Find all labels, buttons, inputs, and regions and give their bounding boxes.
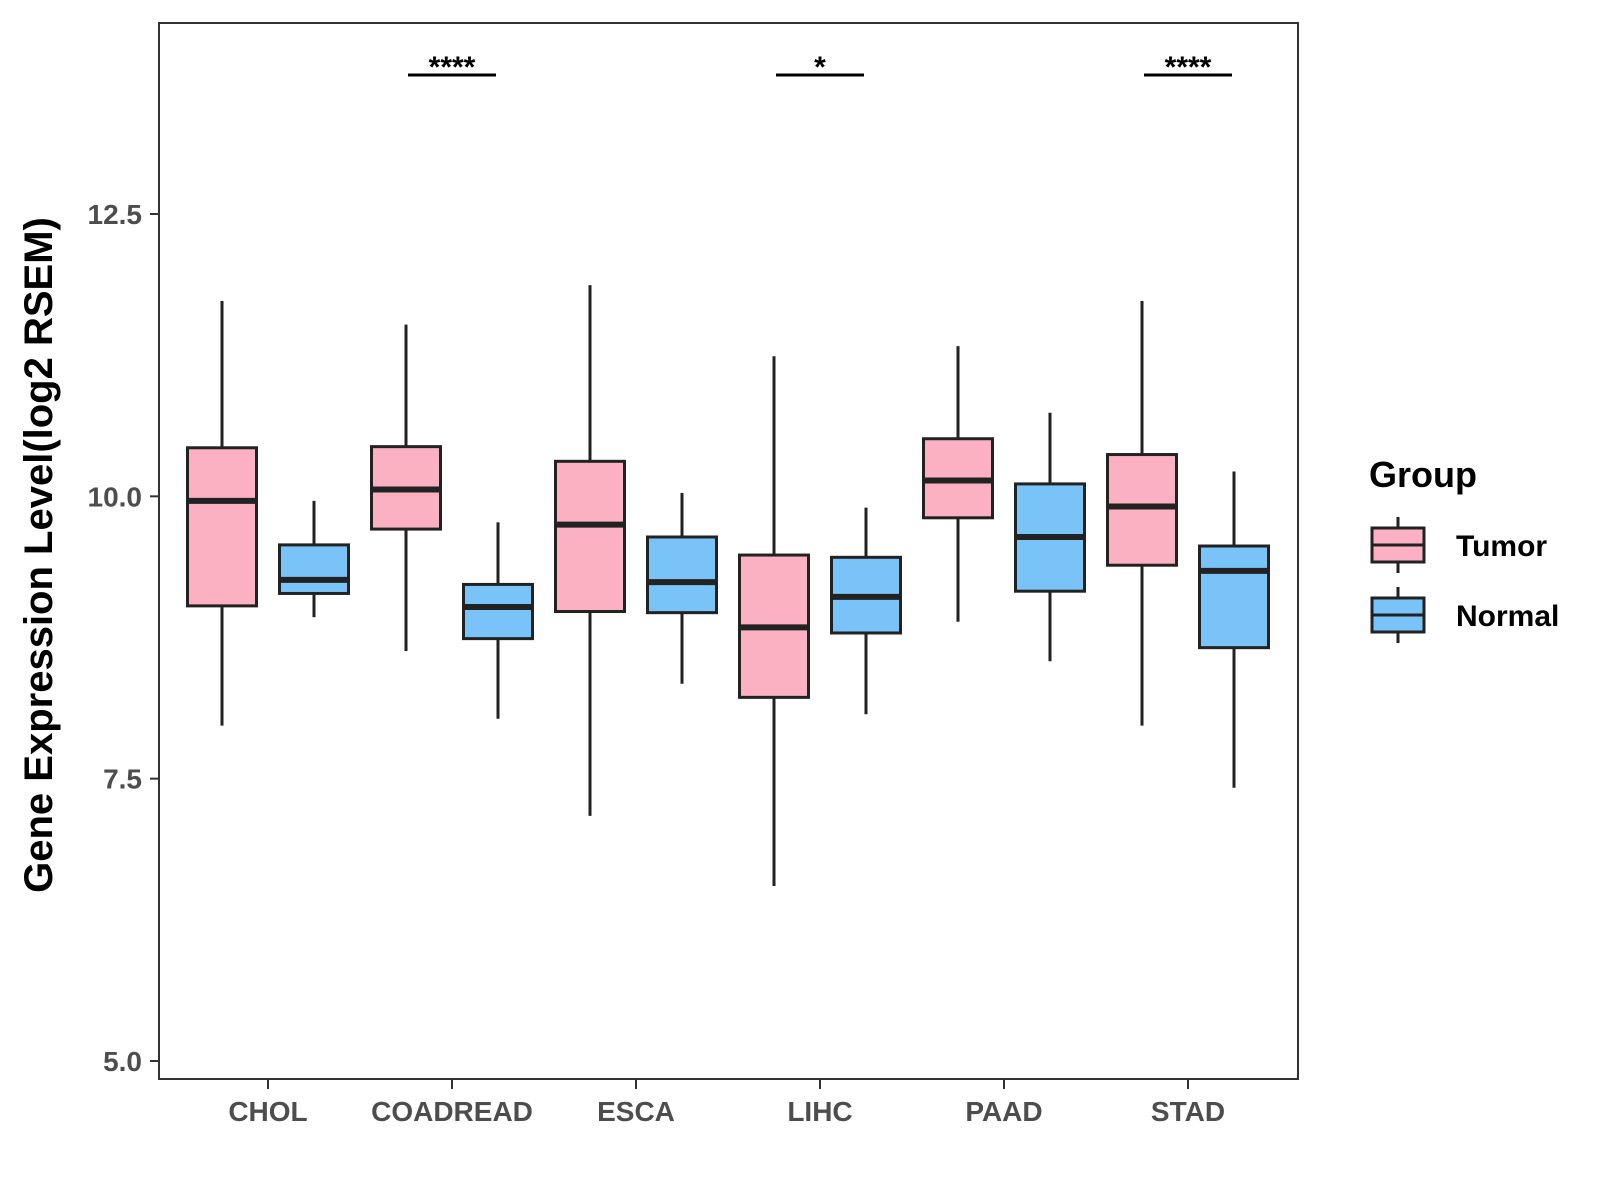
box-normal-lihc [830,507,902,715]
y-tick-label: 5.0 [103,1046,142,1077]
x-tick-label: ESCA [597,1096,675,1127]
box-tumor-esca [554,285,626,816]
x-tick-label: COADREAD [371,1096,533,1127]
significance-label: **** [1165,51,1212,84]
box-normal-stad [1198,471,1270,788]
x-tick-label: PAAD [965,1096,1042,1127]
box-tumor-paad [922,346,994,622]
box-body [646,535,718,615]
plot-area: 5.0 7.5 10.0 12.5 CHOL COADREAD ESCA LIHC PAAD ST… [88,22,1299,1127]
y-tick-label: 12.5 [88,199,143,230]
box-body [278,543,350,595]
box-body [462,582,534,641]
x-tick-label: CHOL [228,1096,307,1127]
legend-label-normal: Normal [1456,600,1559,633]
legend-key-normal [1370,587,1426,643]
y-axis-title: Gene Expression Level(log2 RSEM) [17,217,61,893]
box-tumor-chol [186,300,258,726]
box-body [1106,453,1178,567]
box-body [554,459,626,614]
box-normal-chol [278,500,350,618]
x-tick-label: STAD [1151,1096,1225,1127]
significance-label: **** [429,51,476,84]
box-tumor-lihc [738,356,810,886]
x-tick-label: LIHC [787,1096,852,1127]
box-normal-esca [646,492,718,684]
significance-label: * [814,51,826,84]
y-tick-label: 7.5 [103,764,142,795]
box-tumor-stad [1106,300,1178,726]
box-body [186,446,258,608]
box-tumor-coadread [370,324,442,652]
plot-panel-border [158,22,1299,1080]
legend-key-tumor [1370,517,1426,573]
legend-label-tumor: Tumor [1456,530,1547,563]
y-tick-label: 10.0 [88,481,143,512]
legend-title: Group [1369,454,1477,495]
legend: Group Tumor Normal [1369,454,1559,643]
box-normal-paad [1014,412,1086,662]
box-body [1198,544,1270,650]
box-normal-coadread [462,522,534,719]
